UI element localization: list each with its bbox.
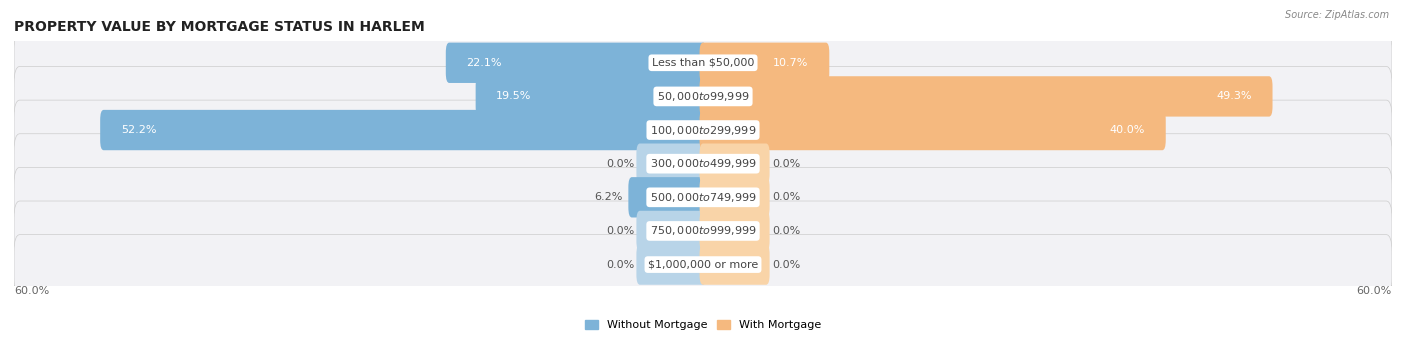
Text: 0.0%: 0.0% [772,260,800,270]
FancyBboxPatch shape [14,66,1392,127]
Legend: Without Mortgage, With Mortgage: Without Mortgage, With Mortgage [581,315,825,335]
Text: 49.3%: 49.3% [1216,91,1251,101]
Text: $500,000 to $749,999: $500,000 to $749,999 [650,191,756,204]
Text: $1,000,000 or more: $1,000,000 or more [648,260,758,270]
Text: 19.5%: 19.5% [496,91,531,101]
Text: 6.2%: 6.2% [595,192,623,202]
FancyBboxPatch shape [100,110,706,150]
FancyBboxPatch shape [700,144,769,184]
Text: 0.0%: 0.0% [772,159,800,169]
Text: Less than $50,000: Less than $50,000 [652,58,754,68]
FancyBboxPatch shape [637,144,706,184]
FancyBboxPatch shape [475,76,706,117]
Text: PROPERTY VALUE BY MORTGAGE STATUS IN HARLEM: PROPERTY VALUE BY MORTGAGE STATUS IN HAR… [14,20,425,34]
FancyBboxPatch shape [446,43,706,83]
Text: 22.1%: 22.1% [467,58,502,68]
Text: 60.0%: 60.0% [14,286,49,296]
Text: 0.0%: 0.0% [606,159,634,169]
Text: 52.2%: 52.2% [121,125,156,135]
FancyBboxPatch shape [700,110,1166,150]
FancyBboxPatch shape [14,33,1392,93]
Text: 0.0%: 0.0% [606,226,634,236]
FancyBboxPatch shape [14,134,1392,194]
FancyBboxPatch shape [700,43,830,83]
Text: $750,000 to $999,999: $750,000 to $999,999 [650,224,756,237]
Text: 10.7%: 10.7% [773,58,808,68]
FancyBboxPatch shape [700,177,769,218]
FancyBboxPatch shape [637,244,706,285]
FancyBboxPatch shape [637,211,706,251]
Text: 40.0%: 40.0% [1109,125,1144,135]
FancyBboxPatch shape [14,235,1392,295]
Text: 0.0%: 0.0% [772,192,800,202]
FancyBboxPatch shape [14,100,1392,160]
FancyBboxPatch shape [14,167,1392,227]
FancyBboxPatch shape [14,201,1392,261]
FancyBboxPatch shape [700,211,769,251]
FancyBboxPatch shape [628,177,706,218]
Text: $50,000 to $99,999: $50,000 to $99,999 [657,90,749,103]
FancyBboxPatch shape [700,76,1272,117]
FancyBboxPatch shape [700,244,769,285]
Text: $100,000 to $299,999: $100,000 to $299,999 [650,123,756,136]
Text: 60.0%: 60.0% [1357,286,1392,296]
Text: Source: ZipAtlas.com: Source: ZipAtlas.com [1285,10,1389,20]
Text: $300,000 to $499,999: $300,000 to $499,999 [650,157,756,170]
Text: 0.0%: 0.0% [772,226,800,236]
Text: 0.0%: 0.0% [606,260,634,270]
